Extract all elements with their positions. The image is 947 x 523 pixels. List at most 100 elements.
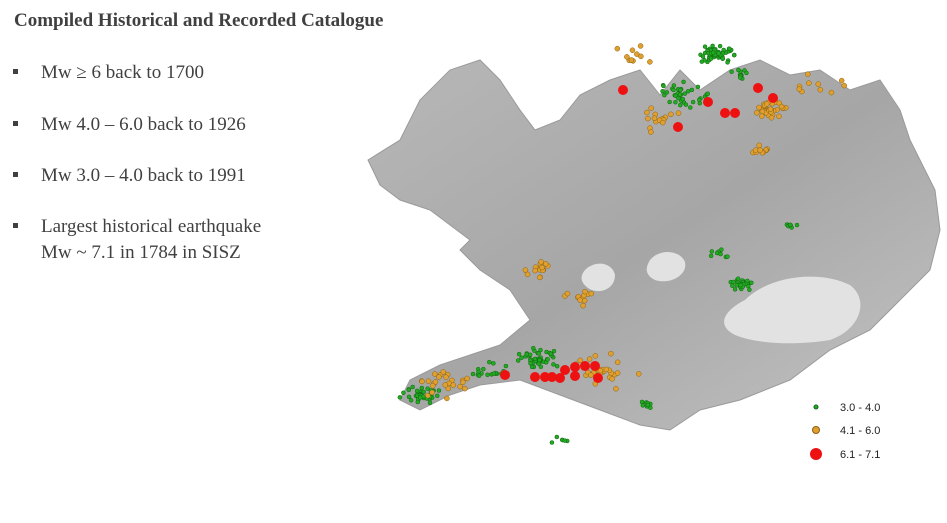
quake-dot: [731, 52, 737, 58]
quake-dot: [661, 83, 666, 89]
quake-dot: [608, 350, 614, 357]
quake-dot: [537, 357, 542, 363]
quake-dot: [753, 83, 763, 93]
quake-dot: [731, 279, 736, 285]
quake-dot: [752, 147, 759, 153]
slide-title: Compiled Historical and Recorded Catalog…: [14, 10, 383, 31]
quake-dot: [570, 371, 580, 381]
bullet-marker: [13, 172, 18, 177]
quake-dot: [668, 111, 674, 118]
quake-dot: [545, 357, 550, 362]
quake-dot: [717, 43, 723, 49]
quake-dot: [757, 147, 763, 153]
quake-dot: [470, 371, 476, 377]
quake-dot: [531, 345, 536, 351]
quake-dot: [551, 362, 556, 367]
quake-dot: [628, 57, 635, 63]
quake-dot: [805, 71, 811, 77]
quake-dot: [485, 372, 490, 378]
quake-dot: [635, 371, 642, 377]
quake-dot: [720, 56, 725, 61]
quake-dot: [645, 115, 651, 122]
quake-dot: [444, 395, 450, 402]
glacier: [581, 263, 615, 292]
quake-dot: [776, 113, 782, 120]
quake-dot: [425, 378, 432, 385]
quake-dot: [548, 351, 553, 357]
quake-dot: [690, 99, 696, 105]
quake-dot: [560, 365, 570, 375]
quake-dot: [720, 108, 730, 118]
quake-dot: [491, 361, 496, 366]
legend-symbol: [810, 448, 822, 460]
quake-dot: [462, 385, 468, 392]
quake-dot: [450, 382, 457, 388]
quake-dot: [427, 400, 433, 406]
quake-dot: [744, 70, 749, 76]
quake-dot: [683, 102, 689, 107]
quake-dot: [460, 379, 466, 386]
quake-dot: [540, 372, 550, 382]
quake-dot: [677, 102, 683, 108]
quake-dot: [710, 50, 716, 55]
quake-dot: [516, 351, 522, 357]
quake-dot: [735, 276, 741, 281]
quake-dot: [491, 371, 497, 376]
quake-dot: [629, 47, 636, 53]
quake-dot: [435, 393, 440, 399]
quake-dot: [778, 103, 785, 110]
quake-dot: [688, 105, 693, 110]
quake-dot: [536, 274, 543, 281]
quake-dot: [697, 97, 702, 103]
quake-dot: [624, 54, 630, 60]
quake-dot: [429, 389, 435, 396]
quake-dot: [549, 440, 555, 445]
quake-dot: [677, 92, 683, 97]
quake-dot: [794, 222, 800, 228]
quake-dot: [538, 259, 544, 265]
quake-dot: [524, 271, 531, 278]
quake-dot: [432, 371, 438, 377]
quake-dot: [500, 370, 510, 380]
quake-dot: [618, 85, 628, 95]
quake-dot: [676, 95, 681, 101]
quake-dot: [429, 382, 436, 389]
quake-dot: [734, 282, 740, 288]
legend-label: 6.1 - 7.1: [840, 449, 880, 461]
quake-dot: [796, 86, 803, 92]
quake-dot: [768, 114, 775, 121]
legend-symbol: [813, 404, 819, 410]
quake-dot: [588, 372, 594, 378]
quake-dot: [593, 373, 603, 383]
map: [367, 43, 941, 445]
quake-dot: [664, 90, 670, 95]
quake-dot: [647, 59, 653, 65]
bullet-text: Mw 3.0 – 4.0 back to 1991: [41, 165, 246, 186]
quake-dot: [708, 56, 714, 61]
bullet-text: Mw ≥ 6 back to 1700: [41, 62, 204, 83]
quake-dot: [436, 374, 442, 380]
quake-dot: [767, 106, 774, 112]
legend-symbol: [812, 426, 820, 434]
quake-dot: [660, 119, 666, 126]
quake-dot: [515, 358, 521, 363]
quake-dot: [764, 101, 770, 107]
quake-dot: [678, 87, 683, 93]
quake-dot: [464, 375, 470, 382]
quake-dot: [570, 362, 580, 372]
quake-dot: [457, 383, 463, 390]
quake-dot: [838, 77, 845, 84]
quake-dot: [408, 398, 414, 403]
quake-dot: [708, 253, 714, 259]
quake-dot: [660, 88, 665, 94]
quake-dot: [745, 278, 750, 284]
quake-dot: [705, 91, 710, 96]
quake-dot: [554, 434, 560, 440]
quake-dot: [756, 142, 762, 149]
bullet-marker: [13, 69, 18, 74]
legend: 3.0 - 4.0 4.1 - 6.0 6.1 - 7.1: [810, 402, 880, 461]
quake-dot: [703, 97, 713, 107]
quake-dot: [421, 389, 426, 395]
quake-dot: [673, 99, 678, 105]
quake-dot: [577, 297, 583, 303]
